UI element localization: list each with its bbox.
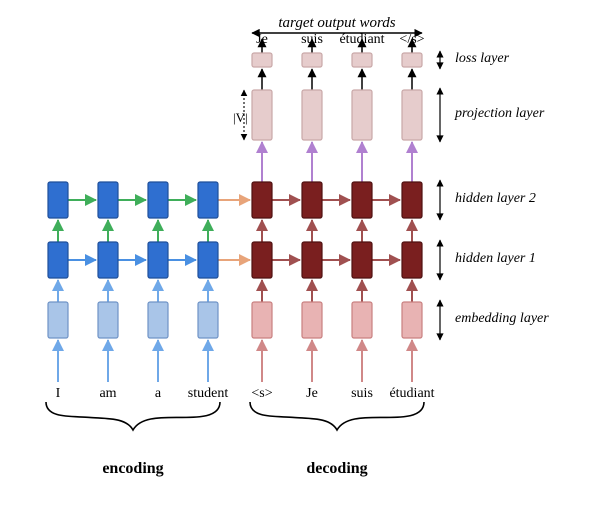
- row-label-h2: hidden layer 2: [455, 191, 536, 207]
- input-word-7: étudiant: [389, 386, 434, 402]
- input-word-4: <s>: [251, 386, 272, 402]
- input-word-5: Je: [306, 386, 318, 402]
- input-word-0: I: [56, 386, 61, 402]
- output-word-2: étudiant: [339, 32, 384, 48]
- diagram-stage: target output words |V| loss layer proje…: [0, 0, 600, 522]
- output-word-3: </s>: [399, 32, 424, 48]
- row-label-proj: projection layer: [455, 106, 544, 122]
- input-word-6: suis: [351, 386, 373, 402]
- target-output-label: target output words: [278, 15, 395, 32]
- row-label-h1: hidden layer 1: [455, 251, 536, 267]
- output-word-0: Je: [256, 32, 268, 48]
- row-label-loss: loss layer: [455, 51, 509, 67]
- input-word-1: am: [99, 386, 116, 402]
- input-word-2: a: [155, 386, 161, 402]
- brace-label-decoding: decoding: [306, 460, 367, 478]
- brace-label-encoding: encoding: [102, 460, 163, 478]
- row-label-emb: embedding layer: [455, 311, 549, 327]
- output-word-1: suis: [301, 32, 323, 48]
- input-word-3: student: [188, 386, 228, 402]
- vocab-size-label: |V|: [233, 110, 248, 126]
